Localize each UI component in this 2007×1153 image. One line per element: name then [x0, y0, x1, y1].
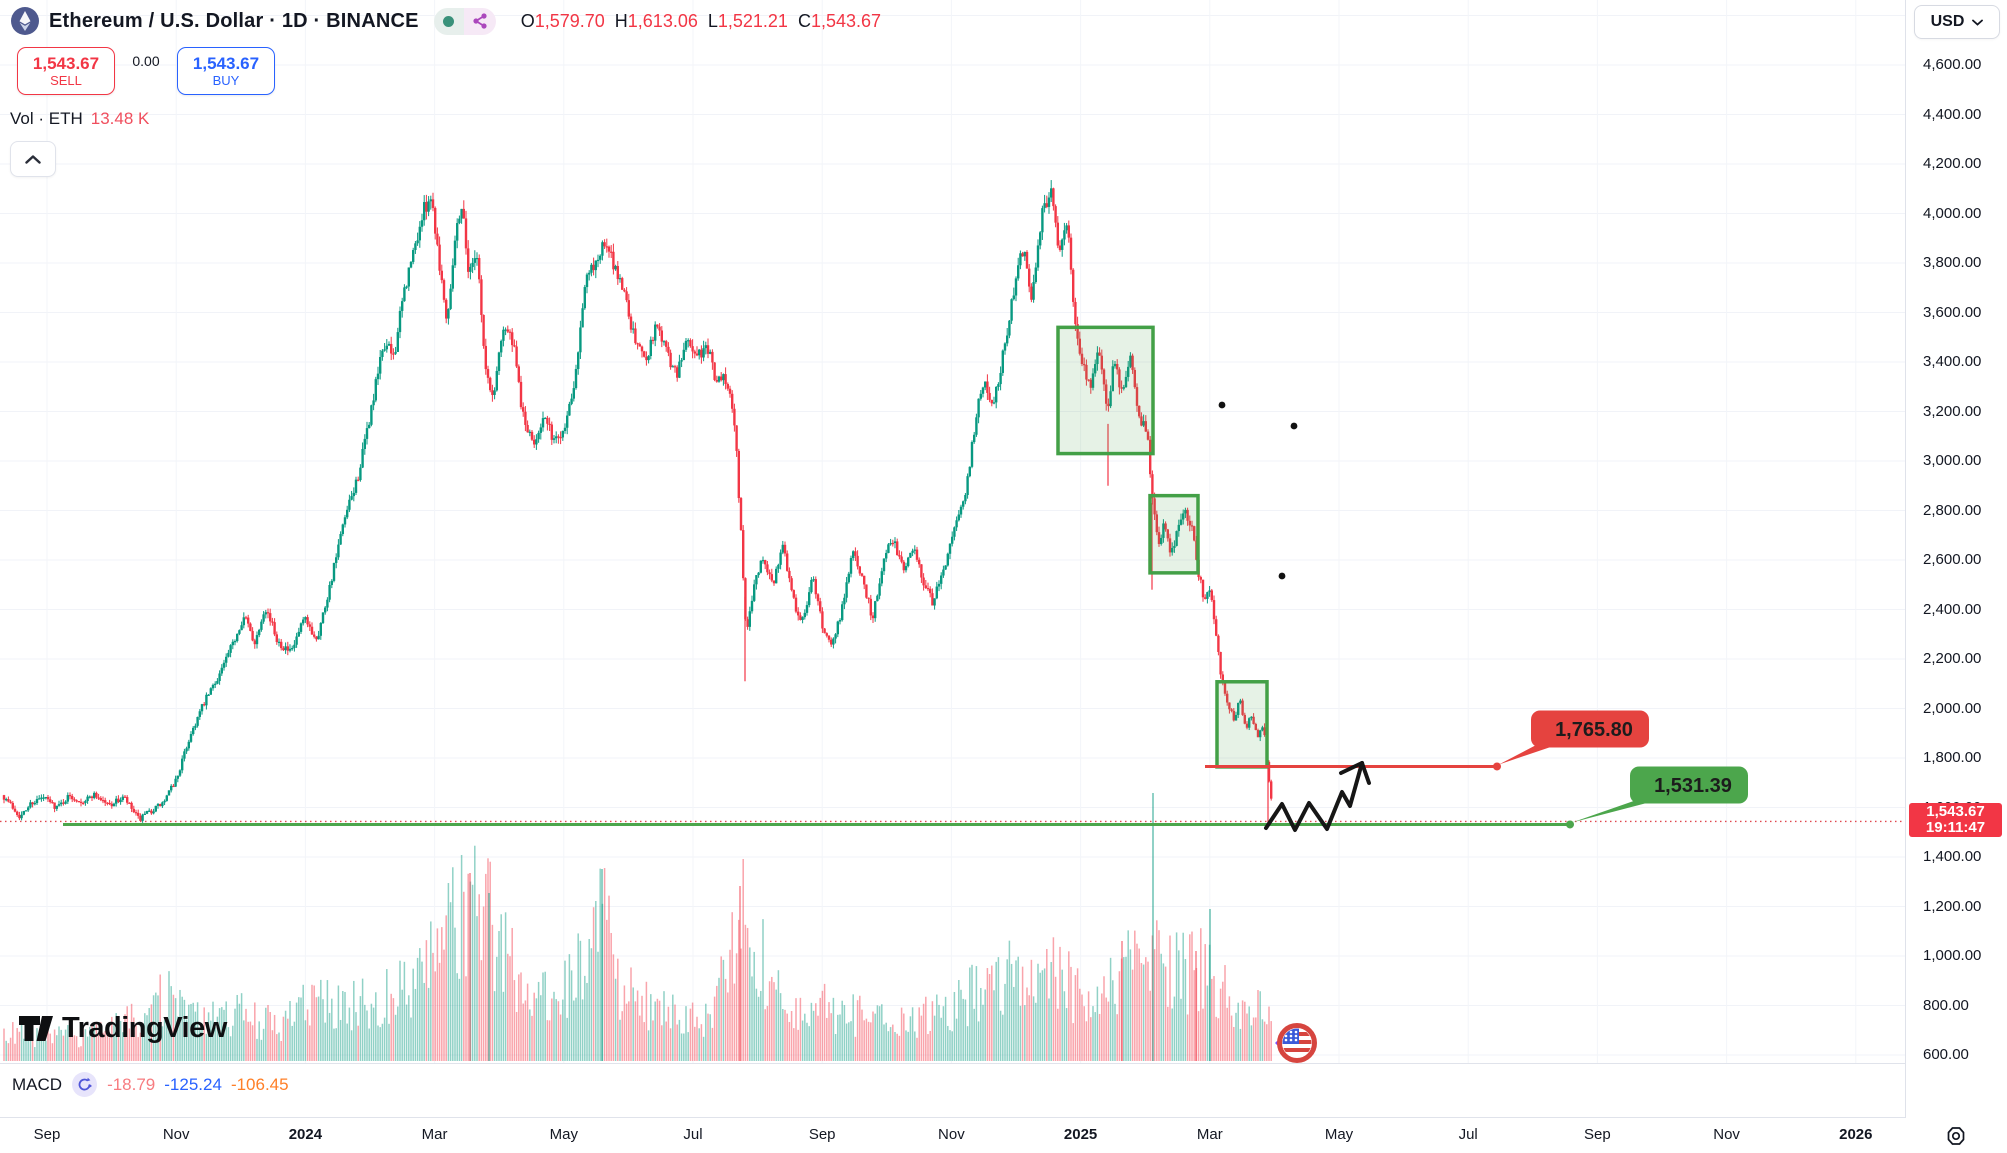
time-axis-year-tick: 2025	[1063, 1126, 1098, 1143]
price-axis-tick: 2,800.00	[1923, 501, 1982, 519]
current-price-value: 1,543.67	[1926, 803, 1985, 821]
high-value: 1,613.06	[627, 10, 698, 31]
trade-buttons-row: 1,543.67 SELL 0.00 1,543.67 BUY	[10, 47, 881, 97]
price-axis-tick: 4,400.00	[1923, 105, 1982, 123]
time-axis-month-tick: Mar	[1196, 1126, 1223, 1143]
price-axis-tick: 600.00	[1923, 1046, 1969, 1063]
macd-label: MACD	[12, 1074, 63, 1094]
macd-value-2: -125.24	[164, 1074, 222, 1094]
axis-settings-cell[interactable]	[1905, 1118, 2007, 1153]
spread-value: 0.00	[132, 53, 160, 69]
volume-label: Vol · ETH	[10, 109, 83, 128]
sell-price: 1,543.67	[32, 53, 100, 73]
time-axis-month-tick: Jul	[1458, 1126, 1478, 1143]
ohlc-values: O1,579.70 H1,613.06 L1,521.21 C1,543.67	[520, 10, 882, 31]
price-callout-label[interactable]: 1,531.39	[1654, 775, 1732, 797]
time-axis-month-tick: Nov	[162, 1126, 190, 1143]
time-axis-month-tick: Mar	[421, 1126, 448, 1143]
buy-button[interactable]: 1,543.67 BUY	[177, 47, 275, 95]
economic-event-us-flag-icon[interactable]	[1266, 1020, 1318, 1066]
price-callout-label[interactable]: 1,765.80	[1555, 719, 1633, 741]
price-axis-tick: 2,200.00	[1923, 650, 1982, 667]
low-value: 1,521.21	[717, 10, 788, 31]
tradingview-watermark-text: TradingView	[62, 1012, 227, 1044]
buy-label: BUY	[212, 72, 240, 88]
macd-value-1: -18.79	[107, 1074, 156, 1094]
symbol-title[interactable]: Ethereum / U.S. Dollar · 1D · BINANCE	[49, 9, 419, 32]
sell-button[interactable]: 1,543.67 SELL	[17, 47, 115, 95]
price-axis-tick: 2,600.00	[1923, 551, 1982, 568]
price-axis-tick: 2,000.00	[1923, 699, 1982, 717]
time-axis-year-tick: 2024	[288, 1126, 323, 1143]
price-axis-tick: 3,400.00	[1923, 353, 1982, 370]
current-price-tag[interactable]: 1,543.67 19:11:47	[1909, 803, 2002, 838]
time-axis[interactable]: Sep Nov 2024 Mar May Jul Sep Nov 2025 Mar May Jul Se…	[0, 1118, 1905, 1153]
time-axis-month-tick: Sep	[33, 1126, 61, 1143]
price-axis-tick: 3,800.00	[1923, 254, 1982, 271]
macd-values: -18.79 -125.24 -106.45	[107, 1075, 289, 1095]
price-axis-tick: 2,400.00	[1923, 600, 1982, 618]
tradingview-watermark: TradingView	[18, 1012, 227, 1045]
gear-icon	[1947, 1126, 1965, 1145]
currency-dropdown[interactable]: USD	[1914, 5, 2000, 39]
time-axis-month-tick: Sep	[1584, 1126, 1611, 1143]
buy-price: 1,543.67	[192, 53, 260, 73]
ethereum-logo-icon	[11, 7, 39, 35]
price-axis-tick: 3,000.00	[1923, 452, 1982, 469]
price-axis-tick: 1,000.00	[1923, 947, 1982, 964]
macd-legend-row[interactable]: MACD -18.79 -125.24 -106.45	[12, 1072, 289, 1097]
share-icon	[473, 13, 487, 29]
time-axis-month-tick: Nov	[938, 1126, 965, 1143]
time-axis-month-tick: May	[1324, 1126, 1354, 1143]
close-value: 1,543.67	[810, 10, 882, 31]
time-axis-month-tick: Jul	[683, 1126, 703, 1143]
collapse-legend-button[interactable]	[10, 141, 56, 177]
price-axis-tick: 800.00	[1923, 996, 1969, 1014]
macd-cycle-icon	[72, 1072, 98, 1097]
macd-value-3: -106.45	[230, 1074, 289, 1094]
chevron-up-icon	[25, 154, 41, 164]
tradingview-logo-icon	[19, 1016, 53, 1041]
price-axis[interactable]: 1,543.67 19:11:47 4,600.00 4,400.00 4,200.…	[1905, 0, 2007, 1153]
caret-down-icon	[1972, 19, 1984, 26]
open-value: 1,579.70	[534, 10, 605, 31]
market-open-dot-icon	[443, 15, 455, 27]
time-axis-month-tick: Nov	[1713, 1126, 1740, 1143]
volume-legend-row[interactable]: Vol · ETH 13.48 K	[10, 109, 881, 129]
price-axis-tick: 4,600.00	[1923, 56, 1982, 73]
price-axis-tick: 3,600.00	[1923, 303, 1982, 321]
pane-separator-price-macd[interactable]	[0, 1063, 2007, 1064]
time-axis-month-tick: Sep	[808, 1126, 836, 1143]
time-axis-month-tick: May	[549, 1126, 578, 1143]
price-axis-tick: 1,800.00	[1923, 749, 1982, 766]
bar-countdown: 19:11:47	[1925, 819, 1986, 837]
price-axis-tick: 1,200.00	[1923, 897, 1982, 915]
market-status-segment[interactable]	[433, 7, 464, 35]
pane-separator-macd-timeaxis	[0, 1117, 2007, 1118]
symbol-row[interactable]: Ethereum / U.S. Dollar · 1D · BINANCE O1…	[10, 4, 881, 38]
price-axis-tick: 4,200.00	[1923, 155, 1982, 172]
status-pill	[433, 7, 496, 35]
volume-value: 13.48 K	[90, 109, 150, 128]
price-axis-tick: 3,200.00	[1923, 402, 1982, 420]
price-axis-tick: 4,000.00	[1923, 204, 1982, 222]
price-axis-tick: 1,400.00	[1923, 848, 1982, 865]
share-segment[interactable]	[463, 7, 496, 35]
sell-label: SELL	[50, 72, 82, 88]
chart-legend: Ethereum / U.S. Dollar · 1D · BINANCE O1…	[10, 4, 881, 177]
currency-label: USD	[1930, 13, 1965, 30]
time-axis-year-tick: 2026	[1839, 1126, 1873, 1143]
